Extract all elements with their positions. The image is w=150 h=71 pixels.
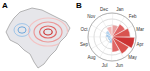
bar [112,37,129,54]
grid [88,13,136,61]
contour [28,18,67,46]
contour [40,26,57,38]
tick-label: Jul [102,63,108,68]
tick-label: Aug [88,55,97,60]
tick-label: Jun [116,63,124,68]
tick-label: Nov [87,14,96,19]
grid-spoke [91,37,112,49]
tick-label: May [128,55,137,60]
month-labels: Jan Feb Mar Apr May Jun Jul Aug Sep Oct Nov Dec [80,7,144,68]
tick-label: Mar [136,27,144,32]
tick-label: Oct [80,27,88,32]
contour [34,22,62,42]
bar [108,37,112,39]
grid-circle [88,13,136,61]
bar [112,28,130,37]
contour [18,27,26,33]
bar [112,37,119,52]
panel-label: B [76,1,82,10]
panel-label: A [2,1,8,10]
bar [108,37,112,41]
grid-spoke [91,25,112,37]
bar [107,27,112,37]
tick-label: Feb [129,14,137,19]
figure: A B Jan Feb Mar Apr May Jun Jul Aug Sep Oct Nov Dec [0,0,150,71]
grid-spoke [100,16,112,37]
grid-spoke [100,37,112,58]
contour [44,29,52,35]
tick-label: Dec [100,7,109,12]
map-panel [6,8,70,68]
polar-chart: Jan Feb Mar Apr May Jun Jul Aug Sep Oct Nov Dec [80,7,144,68]
contour [14,24,30,37]
contours [14,18,68,46]
tick-label: Apr [136,42,144,47]
bars [106,24,135,54]
tick-label: Sep [80,42,89,47]
tick-label: Jan [116,7,124,12]
country-outline [6,8,70,68]
axis-line [88,13,136,61]
